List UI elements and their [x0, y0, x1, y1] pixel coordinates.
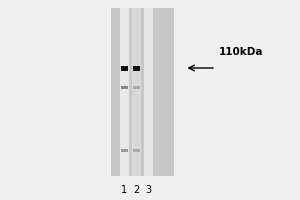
Text: 1: 1 [122, 185, 128, 195]
Bar [121, 148, 128, 152]
Text: 110kDa: 110kDa [219, 47, 263, 57]
Bar [111, 8, 174, 176]
Bar [133, 66, 140, 71]
Bar [121, 66, 128, 71]
Bar [132, 8, 141, 176]
Text: 3: 3 [146, 185, 152, 195]
Bar [144, 8, 153, 176]
Bar [120, 8, 129, 176]
Bar [133, 86, 140, 89]
Bar [133, 148, 140, 152]
Text: 2: 2 [134, 185, 140, 195]
Bar [121, 86, 128, 89]
